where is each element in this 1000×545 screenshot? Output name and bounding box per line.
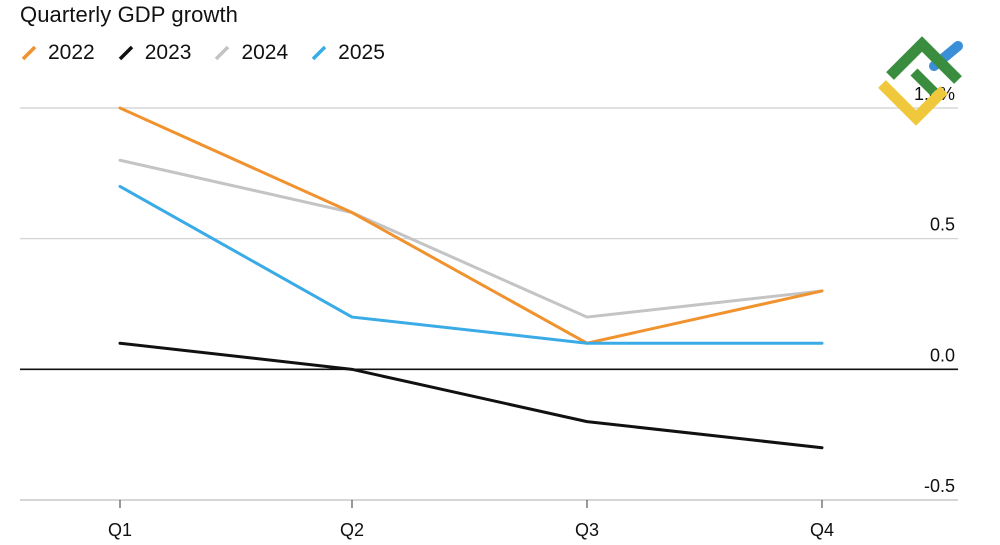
x-tick-label: Q3 [575,520,599,540]
series-line-2025 [118,184,824,345]
legend-label-2022: 2022 [48,41,95,64]
brand-logo-icon [878,36,963,126]
y-tick-label: 0.0 [930,345,955,365]
x-tick-label: Q2 [340,520,364,540]
legend-swatch-2022 [21,45,37,61]
logo-green-chevron [886,36,962,84]
legend-item-2023: 2023 [117,41,192,65]
legend-label-2025: 2025 [338,41,385,64]
legend-swatch-2023 [118,45,133,61]
legend-swatch-2025 [311,45,327,61]
x-tick-label: Q1 [108,520,132,540]
legend-label-2024: 2024 [241,41,289,64]
series-line-2022 [118,106,824,345]
legend-swatch-2024 [215,45,230,61]
legend-item-2024: 2024 [213,41,288,65]
y-tick-label: 0.5 [930,215,955,235]
x-tick-label: Q4 [810,520,834,540]
series-line-2024 [118,158,824,319]
legend-label-2023: 2023 [144,41,192,64]
logo-yellow-chevron [878,80,948,126]
y-tick-label: -0.5 [924,476,955,496]
logo-green-bar [910,68,938,96]
legend-item-2022: 2022 [20,41,95,65]
chart-legend: 2022 2023 2024 2025 [20,38,385,68]
chart-title: Quarterly GDP growth [20,2,239,27]
legend-item-2025: 2025 [310,41,385,65]
series-line-2023 [118,341,824,450]
